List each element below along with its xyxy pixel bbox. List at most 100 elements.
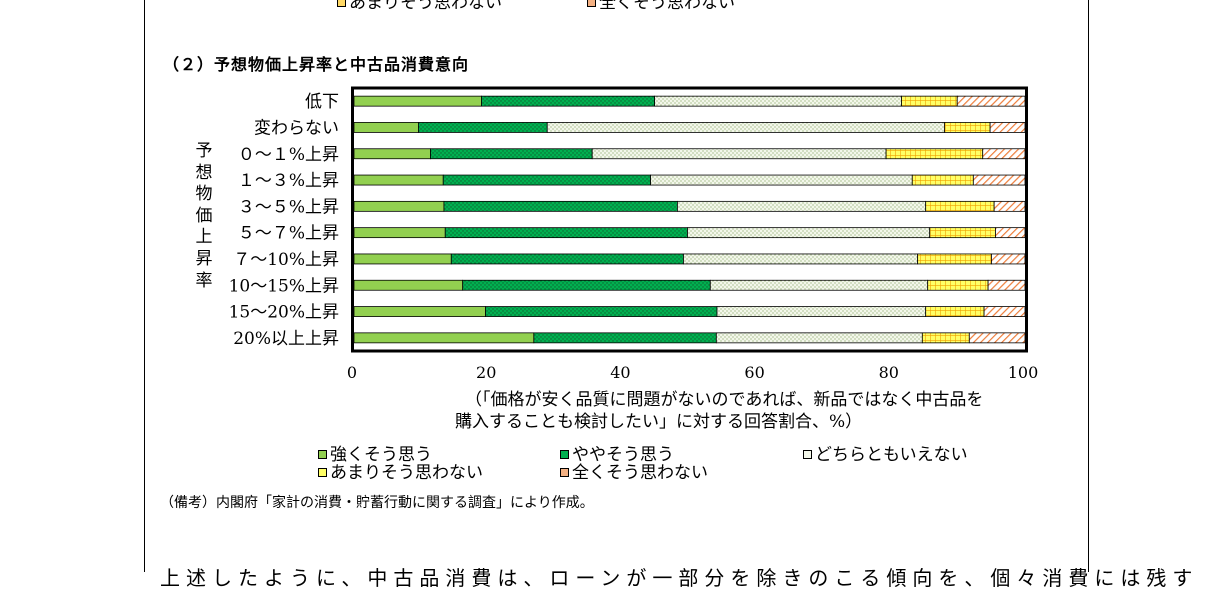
bar-segment-neutral bbox=[716, 306, 927, 317]
note-line-2: 購入することも検討したい」に対する回答割合、%） bbox=[455, 412, 863, 432]
legend-swatch bbox=[337, 0, 346, 7]
category-label: 変わらない bbox=[254, 118, 339, 138]
legend-label: あまりそう思わない bbox=[330, 463, 483, 483]
bar-segment-strongly-agree bbox=[353, 306, 486, 317]
bar-segment-strongly-disagree bbox=[982, 148, 1026, 160]
bar-segment-neutral bbox=[687, 227, 931, 239]
bar-segment-strongly-disagree bbox=[987, 279, 1026, 291]
page-frame-left bbox=[144, 0, 145, 572]
legend-label: あまりそう思わない bbox=[349, 0, 502, 13]
top-legend-item-strongly-disagree: 全くそう思わない bbox=[587, 0, 735, 12]
plot-frame bbox=[351, 86, 1028, 353]
bar-segment-somewhat-agree bbox=[443, 200, 678, 212]
category-label: 10～15%上昇 bbox=[229, 276, 339, 296]
bar-segment-strongly-disagree bbox=[972, 174, 1026, 186]
y-axis-title-char: 上 bbox=[195, 227, 213, 248]
category-label: ０～１%上昇 bbox=[238, 145, 339, 165]
bar-segment-somewhat-disagree bbox=[925, 200, 995, 212]
legend-label: 全くそう思わない bbox=[572, 463, 708, 483]
bar-segment-neutral bbox=[677, 200, 927, 212]
bar-segment-somewhat-disagree bbox=[944, 122, 991, 133]
legend-label: 全くそう思わない bbox=[599, 0, 735, 13]
category-label: 低下 bbox=[305, 92, 339, 112]
y-axis-title-char: 価 bbox=[195, 205, 213, 226]
legend-swatch bbox=[318, 468, 327, 477]
legend-swatch bbox=[803, 450, 812, 459]
bar-segment-strongly-disagree bbox=[956, 95, 1026, 107]
bar-segment-strongly-agree bbox=[353, 122, 419, 133]
bar-segment-neutral bbox=[683, 253, 919, 265]
bar-segment-somewhat-agree bbox=[444, 227, 688, 239]
note-line-1: （「価格が安く品質に問題がないのであれば、新品ではなく中古品を bbox=[465, 390, 984, 410]
bar-segment-somewhat-disagree bbox=[929, 227, 996, 239]
category-label: 15～20%上昇 bbox=[229, 303, 339, 323]
x-tick-label: 100 bbox=[1008, 363, 1039, 382]
legend-item-somewhat-disagree: あまりそう思わない bbox=[318, 464, 483, 482]
body-text-cutoff: 上述したように、中古品消費は、ローンが一部分を除きのこる傾向を、個々消費には残す bbox=[160, 566, 1199, 590]
x-tick-label: 20 bbox=[476, 363, 496, 382]
top-legend-item-somewhat-disagree: あまりそう思わない bbox=[337, 0, 502, 12]
x-tick-label: 40 bbox=[610, 363, 630, 382]
x-tick-label: 80 bbox=[879, 363, 899, 382]
bar-segment-somewhat-agree bbox=[462, 279, 711, 291]
bar-segment-neutral bbox=[546, 122, 945, 133]
bar-segment-somewhat-agree bbox=[485, 306, 718, 317]
bar-segment-strongly-disagree bbox=[995, 227, 1026, 239]
bar-segment-neutral bbox=[591, 148, 887, 160]
bar-segment-somewhat-disagree bbox=[885, 148, 984, 160]
x-tick-label: 0 bbox=[347, 363, 357, 382]
bar-segment-somewhat-disagree bbox=[911, 174, 974, 186]
bar-segment-somewhat-agree bbox=[450, 253, 684, 265]
legend-item-neutral: どちらともいえない bbox=[803, 446, 968, 464]
legend-swatch bbox=[587, 0, 596, 7]
page-frame-right bbox=[1088, 0, 1089, 572]
category-label: ７～10%上昇 bbox=[233, 250, 339, 270]
category-label: １～３%上昇 bbox=[238, 171, 339, 191]
bar-segment-somewhat-disagree bbox=[901, 95, 958, 107]
bar-segment-somewhat-agree bbox=[430, 148, 593, 160]
bar-segment-somewhat-disagree bbox=[921, 332, 970, 344]
section-title: （２）予想物価上昇率と中古品消費意向 bbox=[163, 55, 470, 74]
source-note: （備考）内閣府「家計の消費・貯蓄行動に関する調査」により作成。 bbox=[160, 495, 594, 511]
category-label: ５～７%上昇 bbox=[238, 224, 339, 244]
legend-swatch bbox=[560, 450, 569, 459]
legend-label: 強くそう思う bbox=[330, 445, 432, 465]
bar-segment-strongly-agree bbox=[353, 332, 535, 344]
bar-segment-strongly-disagree bbox=[983, 306, 1026, 317]
bar-segment-strongly-disagree bbox=[991, 253, 1026, 265]
bar-segment-strongly-agree bbox=[353, 253, 452, 265]
legend-label: どちらともいえない bbox=[815, 445, 968, 465]
legend-item-strongly-agree: 強くそう思う bbox=[318, 446, 432, 464]
bar-segment-strongly-agree bbox=[353, 227, 446, 239]
bar-segment-somewhat-agree bbox=[442, 174, 651, 186]
x-tick-label: 60 bbox=[744, 363, 764, 382]
bar-segment-neutral bbox=[709, 279, 929, 291]
y-axis-title-char: 想 bbox=[195, 162, 213, 183]
bar-segment-strongly-agree bbox=[353, 200, 445, 212]
y-axis-title: 予想物価上昇率 bbox=[194, 141, 214, 292]
bar-segment-neutral bbox=[650, 174, 913, 186]
bar-segment-somewhat-disagree bbox=[917, 253, 992, 265]
bar-segment-somewhat-agree bbox=[533, 332, 717, 344]
y-axis-title-char: 物 bbox=[195, 184, 213, 205]
bar-segment-somewhat-agree bbox=[481, 95, 656, 107]
x-axis-note: （「価格が安く品質に問題がないのであれば、新品ではなく中古品を 購入することも検… bbox=[455, 389, 983, 433]
bar-segment-strongly-disagree bbox=[989, 122, 1026, 133]
category-label: 20%以上上昇 bbox=[233, 329, 339, 349]
bar-segment-strongly-agree bbox=[353, 95, 482, 107]
bar-segment-strongly-disagree bbox=[968, 332, 1026, 344]
category-label: ３～５%上昇 bbox=[238, 197, 339, 217]
y-axis-title-char: 予 bbox=[195, 141, 213, 161]
legend-swatch bbox=[560, 468, 569, 477]
y-axis-title-char: 率 bbox=[195, 270, 213, 291]
bar-segment-strongly-agree bbox=[353, 148, 431, 160]
bar-segment-strongly-agree bbox=[353, 279, 464, 291]
y-axis-title-char: 昇 bbox=[195, 248, 213, 269]
legend-item-somewhat-agree: ややそう思う bbox=[560, 446, 674, 464]
bar-segment-strongly-agree bbox=[353, 174, 444, 186]
bar-segment-somewhat-agree bbox=[418, 122, 548, 133]
bar-segment-neutral bbox=[715, 332, 923, 344]
bar-segment-somewhat-disagree bbox=[927, 279, 989, 291]
legend-label: ややそう思う bbox=[572, 445, 674, 465]
